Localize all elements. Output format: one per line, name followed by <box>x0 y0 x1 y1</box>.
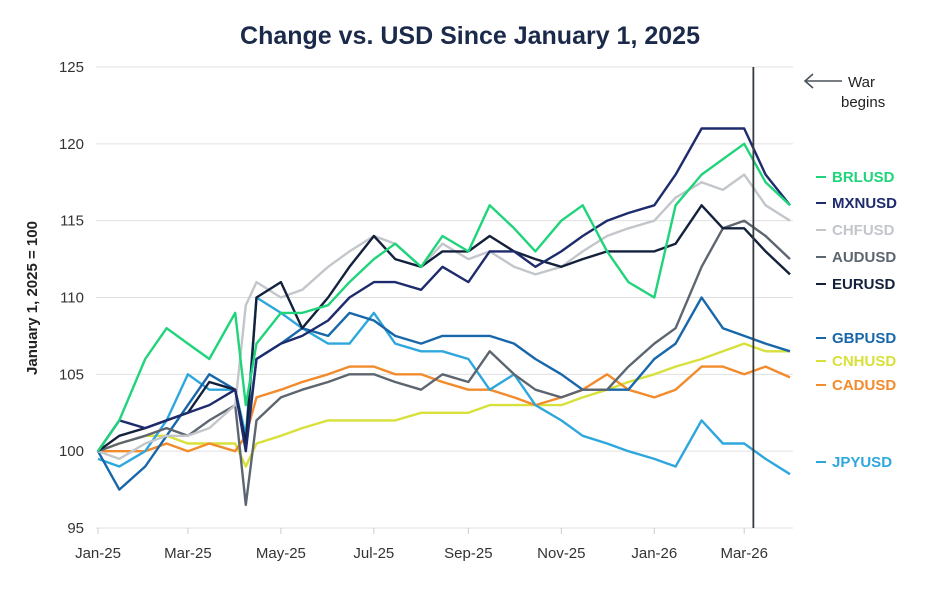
series-line-jpyusd <box>97 296 791 476</box>
series-line-gbpusd <box>96 296 791 491</box>
legend-label: AUDUSD <box>832 249 896 266</box>
chart-title: Change vs. USD Since January 1, 2025 <box>240 22 700 50</box>
legend-label: CHFUSD <box>832 222 895 239</box>
x-tick-label: Sep-25 <box>444 545 492 562</box>
y-axis-label: January 1, 2025 = 100 <box>24 221 41 375</box>
x-tick-label: Jan-26 <box>631 545 677 562</box>
legend-label: CADUSD <box>832 377 896 394</box>
y-tick-label: 115 <box>60 213 84 230</box>
series-line-chfusd <box>97 173 791 461</box>
legend-label: GBPUSD <box>832 330 896 347</box>
series-line-cadusd <box>98 365 791 453</box>
legend-item-audusd: AUDUSD <box>816 249 896 266</box>
legend-item-eurusd: EURUSD <box>816 276 896 293</box>
annotation-line1: War <box>848 74 875 91</box>
annotation-line2: begins <box>841 94 885 111</box>
legend-item-chfusd: CHFUSD <box>816 222 895 239</box>
legend-item-cnhusd: CNHUSD <box>816 353 896 370</box>
x-tick-label: Mar-26 <box>720 545 768 562</box>
legend-label: CNHUSD <box>832 353 896 370</box>
y-tick-label: 100 <box>59 443 84 460</box>
legend-item-brlusd: BRLUSD <box>816 169 895 186</box>
legend-label: BRLUSD <box>832 169 895 186</box>
legend-item-gbpusd: GBPUSD <box>816 330 896 347</box>
series-line-cnhusd <box>97 342 790 468</box>
legend-label: MXNUSD <box>832 195 897 212</box>
y-tick-label: 95 <box>67 520 84 537</box>
war-annotation: War begins <box>803 73 885 111</box>
x-tick-label: Mar-25 <box>164 545 212 562</box>
legend: BRLUSD MXNUSD CHFUSD AUDUSD EURUSD GBPUSD CNHU… <box>816 169 897 471</box>
x-tick-label: Nov-25 <box>537 545 585 562</box>
y-ticks: 95 100 105 110 115 120 125 <box>59 59 84 537</box>
x-tick-label: May-25 <box>256 545 306 562</box>
y-tick-label: 110 <box>60 290 84 307</box>
legend-label: JPYUSD <box>832 454 892 471</box>
series-line-audusd <box>97 219 791 507</box>
y-tick-label: 120 <box>59 136 84 153</box>
x-ticks: Jan-25 Mar-25 May-25 Jul-25 Sep-25 Nov-25 Jan-… <box>75 527 793 562</box>
y-tick-label: 125 <box>59 59 84 76</box>
series-line-brlusd <box>97 142 791 452</box>
legend-label: EURUSD <box>832 276 896 293</box>
legend-item-cadusd: CADUSD <box>816 377 896 394</box>
series-lines <box>96 127 791 507</box>
y-tick-label: 105 <box>59 366 84 383</box>
series-line-mxnusd <box>97 127 791 453</box>
legend-item-jpyusd: JPYUSD <box>816 454 892 471</box>
legend-item-mxnusd: MXNUSD <box>816 195 897 212</box>
series-line-eurusd <box>97 204 791 453</box>
x-tick-label: Jan-25 <box>75 545 121 562</box>
arrow-head-icon <box>803 73 814 89</box>
x-tick-label: Jul-25 <box>353 545 394 562</box>
